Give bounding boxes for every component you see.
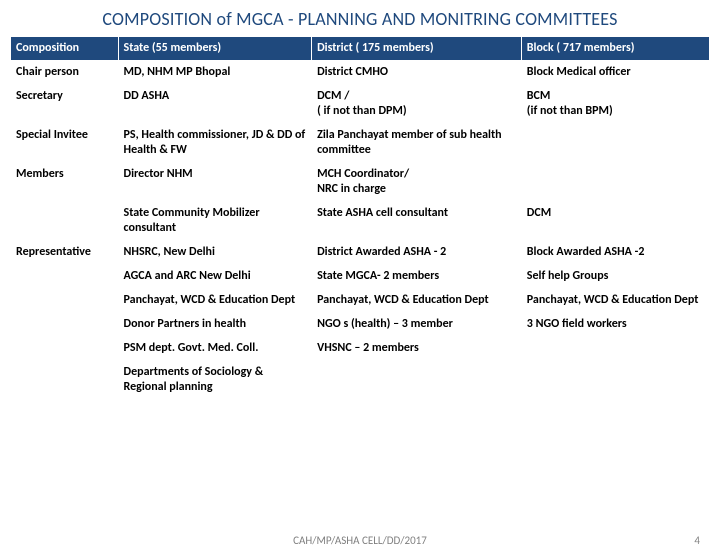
table-cell: Chair person (11, 61, 119, 85)
table-row: SecretaryDD ASHADCM /( if not than DPM)B… (11, 85, 710, 124)
table-cell: VHSNC – 2 members (312, 337, 522, 361)
table-row: MembersDirector NHMMCH Coordinator/ NRC … (11, 163, 710, 202)
table-cell: 3 NGO field workers (521, 313, 709, 337)
table-cell: Special Invitee (11, 124, 119, 163)
table-cell: Block Awarded ASHA -2 (521, 241, 709, 265)
table-cell: PSM dept. Govt. Med. Coll. (118, 337, 312, 361)
table-cell (521, 163, 709, 202)
table-header-cell: District ( 175 members) (312, 37, 522, 61)
table-cell: PS, Health commissioner, JD & DD of Heal… (118, 124, 312, 163)
table-cell: State ASHA cell consultant (312, 202, 522, 241)
slide-title: COMPOSITION of MGCA - PLANNING AND MONIT… (10, 8, 710, 30)
table-header-cell: Composition (11, 37, 119, 61)
table-header-cell: Block ( 717 members) (521, 37, 709, 61)
table-cell: MCH Coordinator/ NRC in charge (312, 163, 522, 202)
table-cell (11, 313, 119, 337)
table-row: Donor Partners in healthNGO s (health) –… (11, 313, 710, 337)
table-cell: District CMHO (312, 61, 522, 85)
table-cell: BCM(if not than BPM) (521, 85, 709, 124)
table-cell: Zila Panchayat member of sub health comm… (312, 124, 522, 163)
table-cell: Representative (11, 241, 119, 265)
table-cell: Departments of Sociology & Regional plan… (118, 361, 312, 400)
table-cell: Secretary (11, 85, 119, 124)
table-cell: Members (11, 163, 119, 202)
table-cell (521, 361, 709, 400)
composition-table: CompositionState (55 members)District ( … (10, 36, 710, 400)
footer-center: CAH/MP/ASHA CELL/DD/2017 (293, 534, 427, 547)
table-cell: Donor Partners in health (118, 313, 312, 337)
table-cell: NGO s (health) – 3 member (312, 313, 522, 337)
table-row: State Community Mobilizer consultantStat… (11, 202, 710, 241)
table-cell (11, 202, 119, 241)
table-row: Panchayat, WCD & Education DeptPanchayat… (11, 289, 710, 313)
table-cell: State Community Mobilizer consultant (118, 202, 312, 241)
table-header-cell: State (55 members) (118, 37, 312, 61)
table-cell: District Awarded ASHA - 2 (312, 241, 522, 265)
table-cell (11, 265, 119, 289)
table-row: Departments of Sociology & Regional plan… (11, 361, 710, 400)
table-cell (521, 124, 709, 163)
table-cell (11, 337, 119, 361)
table-cell (521, 337, 709, 361)
table-cell: Panchayat, WCD & Education Dept (521, 289, 709, 313)
table-cell (312, 361, 522, 400)
table-row: Special InviteePS, Health commissioner, … (11, 124, 710, 163)
table-cell: NHSRC, New Delhi (118, 241, 312, 265)
table-cell: Director NHM (118, 163, 312, 202)
table-header-row: CompositionState (55 members)District ( … (11, 37, 710, 61)
table-cell: MD, NHM MP Bhopal (118, 61, 312, 85)
table-cell (11, 289, 119, 313)
table-cell: Panchayat, WCD & Education Dept (118, 289, 312, 313)
table-cell: DCM (521, 202, 709, 241)
table-cell: Panchayat, WCD & Education Dept (312, 289, 522, 313)
table-cell: Block Medical officer (521, 61, 709, 85)
table-row: Chair personMD, NHM MP BhopalDistrict CM… (11, 61, 710, 85)
slide: COMPOSITION of MGCA - PLANNING AND MONIT… (0, 0, 720, 540)
table-cell: DCM /( if not than DPM) (312, 85, 522, 124)
table-cell: DD ASHA (118, 85, 312, 124)
page-number: 4 (694, 534, 700, 547)
table-cell: Self help Groups (521, 265, 709, 289)
table-cell (11, 361, 119, 400)
table-row: PSM dept. Govt. Med. Coll.VHSNC – 2 memb… (11, 337, 710, 361)
table-row: RepresentativeNHSRC, New DelhiDistrict A… (11, 241, 710, 265)
table-cell: State MGCA- 2 members (312, 265, 522, 289)
table-cell: AGCA and ARC New Delhi (118, 265, 312, 289)
table-row: AGCA and ARC New DelhiState MGCA- 2 memb… (11, 265, 710, 289)
